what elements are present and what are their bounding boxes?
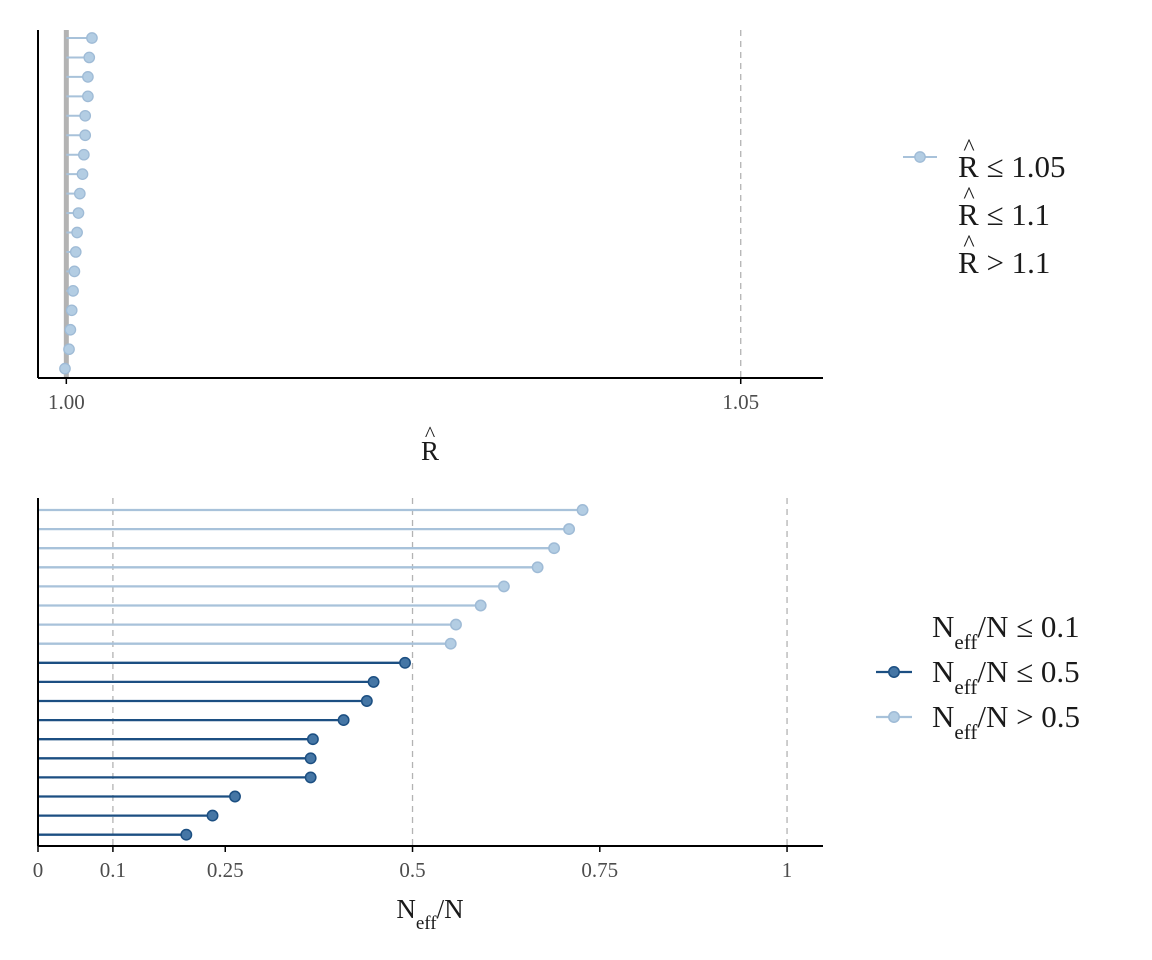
lollipop-point (474, 599, 487, 612)
lollipop-point (497, 580, 510, 593)
lollipop-point (337, 714, 350, 727)
lollipop-point (69, 246, 82, 258)
x-axis-title: R (421, 436, 439, 466)
lollipop-point (59, 362, 71, 375)
lollipop-point (72, 207, 85, 219)
lollipop-point (206, 809, 219, 822)
legend-hat: ^ (963, 231, 974, 257)
lollipop-point (548, 542, 561, 555)
legend-label-sub: eff (954, 720, 977, 744)
legend-hat: ^ (963, 135, 974, 161)
legend-label-sub: eff (954, 675, 977, 699)
lollipop-point (360, 695, 373, 707)
lollipop-point (563, 523, 576, 536)
x-tick-label: 0 (33, 858, 44, 882)
legend-label-text: ≤ 1.05 (979, 149, 1066, 184)
lollipop-point (450, 618, 462, 631)
lollipop-point (304, 752, 317, 765)
lollipop-point (78, 148, 90, 161)
legend-label-text: > 1.1 (979, 245, 1051, 280)
lollipop-point (83, 51, 96, 64)
lollipop-point (229, 790, 241, 803)
legend-label: R > 1.1 (958, 245, 1050, 280)
x-tick-label: 0.1 (100, 858, 126, 882)
legend-label-text: /N ≤ 0.1 (977, 609, 1079, 644)
legend-label: R ≤ 1.1 (958, 197, 1050, 232)
legend-label: Neff/N > 0.5 (932, 699, 1080, 744)
lollipop-point (531, 561, 544, 574)
lollipop-point (65, 304, 78, 317)
legend-key-point (914, 151, 926, 163)
legend-label-main: N (932, 699, 954, 734)
lollipop-point (82, 71, 94, 83)
x-axis-title-hat: ^ (425, 421, 436, 446)
lollipop-point (367, 675, 380, 688)
x-tick-label: 1 (782, 858, 793, 882)
lollipop-point (79, 109, 92, 122)
lollipop-point (76, 168, 89, 180)
x-axis-title-main: N (396, 894, 416, 924)
legend-label-main: N (932, 654, 954, 689)
legend-label-symbol: R (958, 197, 979, 232)
x-tick-label: 1.05 (722, 390, 759, 414)
x-axis-title-sub: eff (416, 913, 437, 934)
x-axis-title: Neff/N (396, 894, 463, 934)
lollipop-point (68, 265, 81, 278)
legend-label-symbol: R (958, 149, 979, 184)
lollipop-point (71, 226, 83, 239)
legend-label-main: N (932, 609, 954, 644)
legend-label-sub: eff (954, 630, 977, 654)
lollipop-point (86, 32, 98, 44)
lollipop-point (63, 343, 75, 356)
lollipop-point (64, 323, 77, 336)
lollipop-point (576, 504, 589, 516)
legend-hat: ^ (963, 183, 974, 209)
lollipop-point (399, 656, 411, 669)
lollipop-point (82, 90, 94, 103)
legend-label-text: /N ≤ 0.5 (977, 654, 1079, 689)
lollipop-point (444, 637, 457, 650)
lollipop-point (67, 284, 79, 297)
lollipop-point (73, 187, 86, 200)
legend-key-point (888, 711, 900, 723)
legend-label: Neff/N ≤ 0.5 (932, 654, 1080, 699)
rhat-panel: 1.00 1.05R^^R ≤ 1.05^R ≤ 1.1^R > 1.1 (37, 30, 1065, 466)
x-tick-label: 0.25 (207, 858, 244, 882)
x-tick-label: 1.00 (48, 390, 85, 414)
legend-label-text: ≤ 1.1 (979, 197, 1050, 232)
legend-key-point (888, 666, 900, 678)
x-tick-label: 0.5 (399, 858, 425, 882)
x-axis-title-suffix: /N (437, 894, 464, 924)
lollipop-point (79, 129, 92, 142)
legend-label: R ≤ 1.05 (958, 149, 1065, 184)
legend-label-symbol: R (958, 245, 979, 280)
lollipop-point (304, 771, 317, 784)
lollipop-point (306, 733, 319, 746)
x-tick-label: 0.75 (581, 858, 618, 882)
legend-label-text: /N > 0.5 (977, 699, 1080, 734)
lollipop-point (180, 828, 193, 841)
legend-label: Neff/N ≤ 0.1 (932, 609, 1080, 654)
